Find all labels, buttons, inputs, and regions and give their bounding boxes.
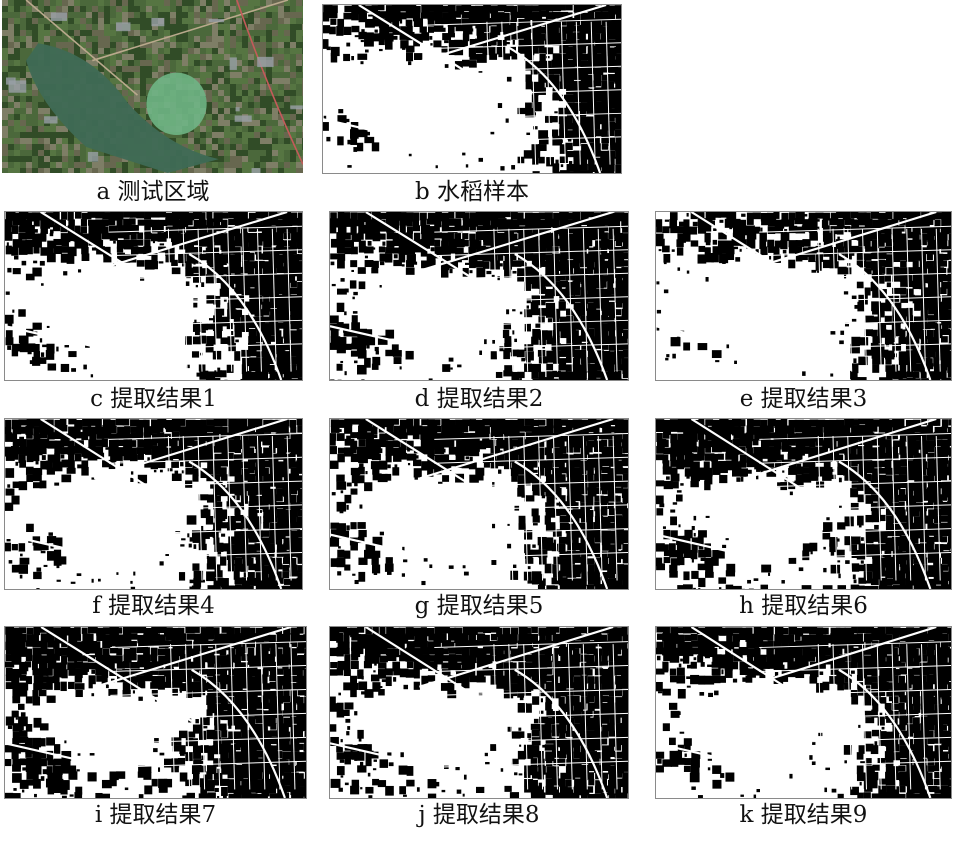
panel-k: k 提取结果9 [655,626,952,840]
binary-mask [330,212,628,380]
satellite-image [2,0,303,173]
panel-caption: b 水稻样本 [414,179,530,205]
binary-mask [5,627,306,798]
panel-c: c 提取结果1 [4,211,303,419]
panel-caption: c 提取结果1 [90,386,217,412]
binary-mask [656,212,951,380]
panel-caption: d 提取结果2 [414,386,544,412]
extraction-result-mask [4,418,303,590]
extraction-result-mask [329,626,629,799]
panel-d: d 提取结果2 [329,211,629,419]
extraction-result-mask [4,626,307,799]
binary-mask [656,419,951,589]
panel-caption: k 提取结果9 [739,802,868,828]
panel-h: h 提取结果6 [655,418,952,626]
binary-mask [5,212,302,380]
panel-g: g 提取结果5 [329,418,629,626]
extraction-result-mask [655,418,952,590]
panel-caption: f 提取结果4 [92,593,215,619]
binary-mask [330,627,628,798]
extraction-result-mask [329,418,629,590]
panel-f: f 提取结果4 [4,418,303,626]
test-area-satellite-image [2,0,303,173]
panel-a: a 测试区域 [2,0,304,210]
panel-caption: j 提取结果8 [418,802,540,828]
panel-caption: a 测试区域 [96,179,210,205]
binary-mask [5,419,302,589]
extraction-result-mask [655,626,952,799]
panel-j: j 提取结果8 [329,626,629,840]
binary-mask [330,419,628,589]
rice-sample-mask [322,4,622,174]
panel-caption: e 提取结果3 [739,386,868,412]
panel-i: i 提取结果7 [4,626,307,840]
panel-caption: i 提取结果7 [94,802,217,828]
panel-e: e 提取结果3 [655,211,952,419]
binary-mask [323,5,621,173]
extraction-result-mask [655,211,952,381]
extraction-result-mask [329,211,629,381]
extraction-result-mask [4,211,303,381]
panel-caption: g 提取结果5 [414,593,544,619]
panel-b: b 水稻样本 [322,4,622,210]
binary-mask [656,627,951,798]
panel-caption: h 提取结果6 [739,593,868,619]
